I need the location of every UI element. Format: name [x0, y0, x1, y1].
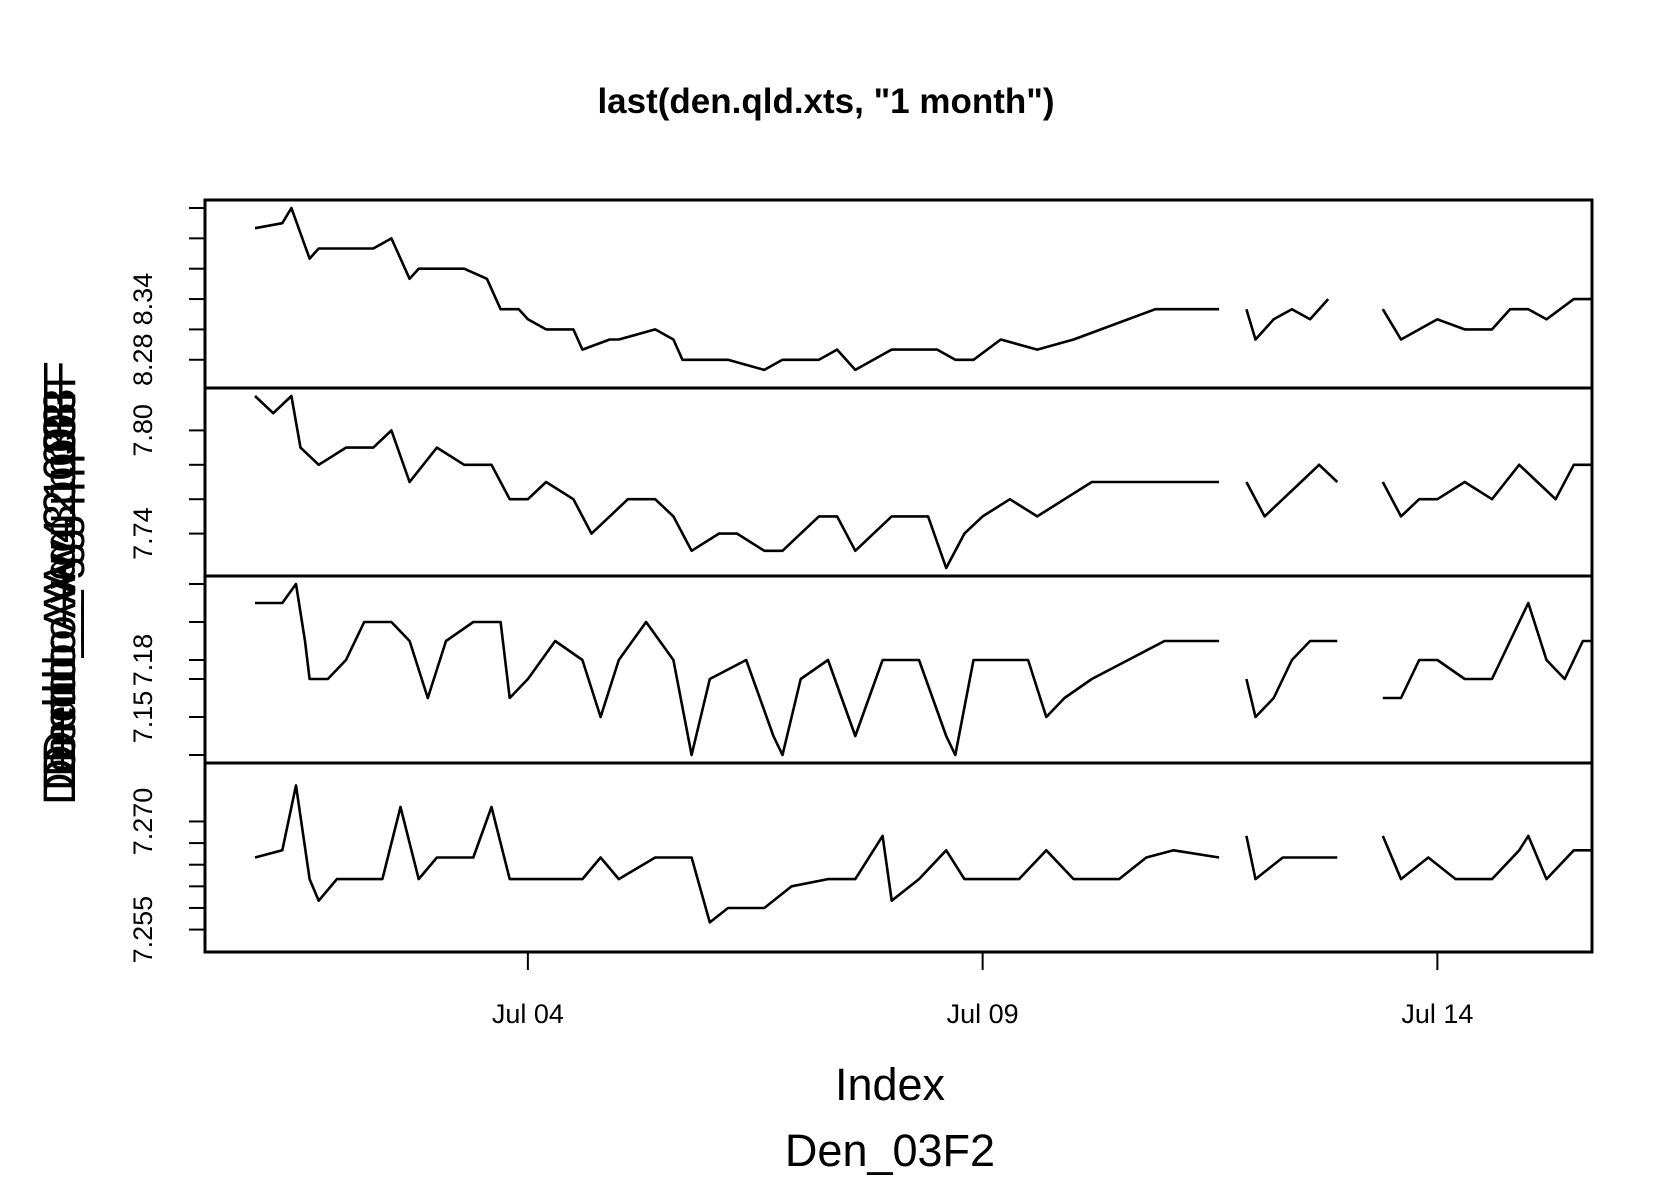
x-axis-title: Index: [835, 1059, 946, 1110]
panels-layer: 8.28 8.34 7.74 7.80 7.15 7.18 7.255 7.270: [128, 198, 1594, 964]
series-line-segment: [254, 784, 1220, 924]
y-axis-title-1: Dendro_Avg.1.p03F: [34, 361, 85, 763]
panel-2: 7.74 7.80: [128, 386, 1594, 578]
panel-1: 8.28 8.34: [128, 198, 1594, 390]
panel-3: 7.15 7.18: [128, 574, 1594, 765]
panel-4: 7.255 7.270: [128, 761, 1594, 964]
series-line-segment: [254, 394, 1220, 570]
panel-frame: [203, 198, 1594, 390]
series-line-segment: [1245, 298, 1330, 341]
series-line-segment: [255, 582, 1220, 757]
y-tick-label: 7.74: [128, 507, 158, 560]
chart-title: last(den.qld.xts, "1 month"): [597, 82, 1054, 121]
series-line-segment: [1382, 601, 1592, 700]
series-line-segment: [1381, 834, 1592, 881]
y-tick-label: 7.18: [128, 634, 158, 687]
series-line-segment: [1245, 463, 1339, 518]
y-tick-label: 8.28: [128, 333, 158, 386]
y-tick-label: 7.80: [128, 404, 158, 457]
series-line-segment: [1245, 835, 1338, 881]
y-axis-title-2: Dendro_Avg.2.p03F: [34, 375, 85, 777]
y-tick-label: 7.270: [128, 788, 158, 856]
x-tick-label: Jul 04: [492, 999, 564, 1029]
y-tick-label: 7.255: [128, 896, 158, 964]
y-axis-titles: Dendro_Avg.1.p03FDendro_Avg.2.p03FDendro…: [34, 361, 85, 805]
y-tick-label: 7.15: [128, 691, 158, 744]
x-tick-label: Jul 09: [947, 999, 1019, 1029]
panel-frame: [203, 761, 1594, 954]
series-line-segment: [254, 206, 1220, 372]
x-axis-subtitle: Den_03F2: [785, 1125, 995, 1176]
series-line-segment: [1381, 463, 1592, 518]
series-line-segment: [1245, 639, 1338, 719]
y-axis-title-4: Dendro_Avg.4.p03F: [34, 403, 85, 805]
x-tick-label: Jul 14: [1401, 999, 1473, 1029]
y-tick-label: 8.34: [128, 273, 158, 326]
y-axis-title-3: Dendro_Avg.3.p03F: [34, 389, 85, 791]
panel-frame: [203, 574, 1594, 765]
x-axis: Jul 04 Jul 09 Jul 14: [492, 952, 1473, 1029]
series-line-segment: [1381, 297, 1592, 341]
